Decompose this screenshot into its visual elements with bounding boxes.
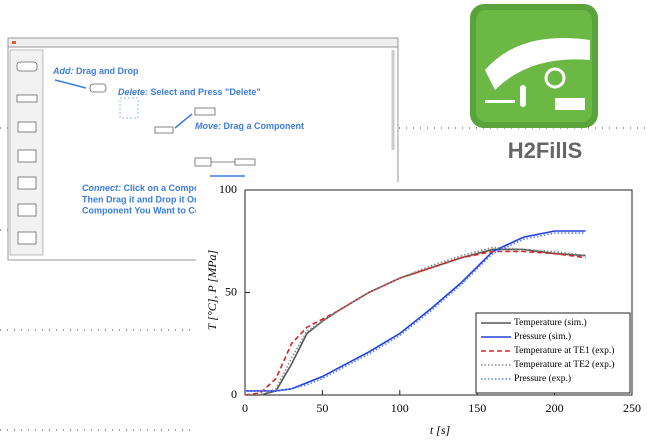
x-tick-label: 50	[316, 401, 328, 415]
instruction-keyword: Add:	[52, 66, 74, 76]
instruction-keyword: Delete:	[118, 87, 148, 97]
instruction-keyword: Connect:	[82, 183, 121, 193]
logo: H2FillS	[470, 4, 598, 163]
x-axis-label: t [s]	[430, 423, 451, 437]
instruction: Component You Want to Con	[82, 205, 206, 215]
series-line	[245, 232, 586, 392]
instruction: Connect: Click on a Compone	[82, 183, 210, 193]
legend-label: Pressure (exp.)	[514, 373, 571, 384]
palette-item[interactable]	[16, 94, 38, 103]
instruction-keyword: Move:	[195, 121, 221, 131]
palette-item[interactable]	[16, 61, 38, 72]
legend-label: Temperature at TE1 (exp.)	[514, 345, 614, 356]
x-tick-label: 250	[623, 401, 641, 415]
x-tick-label: 150	[468, 401, 486, 415]
legend-label: Pressure (sim.)	[514, 331, 571, 342]
y-axis-label: T [°C], P [MPa]	[205, 249, 219, 330]
legend-box	[475, 312, 631, 394]
instruction: Delete: Select and Press "Delete"	[118, 87, 261, 97]
palette-item[interactable]	[17, 176, 37, 190]
palette-item[interactable]	[17, 149, 37, 163]
instruction-text: Click on a Compone	[121, 183, 210, 193]
palette-item[interactable]	[17, 121, 37, 133]
x-tick-label: 100	[391, 401, 409, 415]
instruction-text: Drag a Component	[221, 121, 304, 131]
instruction: Move: Drag a Component	[195, 121, 304, 131]
instruction: Add: Drag and Drop	[52, 66, 139, 76]
palette-item[interactable]	[17, 231, 37, 245]
legend-label: Temperature at TE2 (exp.)	[514, 359, 614, 370]
legend-label: Temperature (sim.)	[514, 317, 587, 328]
y-tick-label: 50	[225, 284, 237, 298]
instruction-text: Select and Press "Delete"	[148, 87, 261, 97]
series-line	[244, 250, 586, 396]
instruction: Then Drag it and Drop it Onto	[82, 194, 208, 204]
series-line	[245, 246, 586, 396]
chart: t [s] T [°C], P [MPa] 0 50 100 150 200 250 0 50…	[196, 182, 647, 439]
y-tick-label: 100	[219, 182, 237, 196]
y-tick-label: 0	[231, 387, 237, 401]
instruction-text: Drag and Drop	[74, 66, 140, 76]
palette-item[interactable]	[17, 203, 37, 217]
logo-name: H2FillS	[508, 138, 583, 163]
x-tick-label: 0	[242, 401, 248, 415]
x-tick-label: 200	[546, 401, 564, 415]
